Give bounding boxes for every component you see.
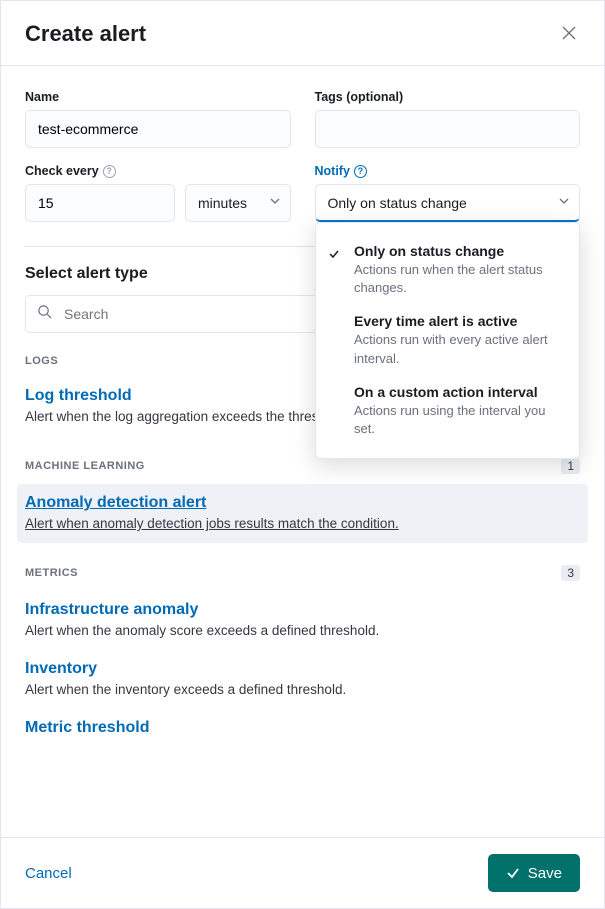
notify-value: Only on status change [328,195,467,211]
alert-group-label: MACHINE LEARNING [25,460,145,472]
modal-header: Create alert [1,1,604,66]
alert-type-item[interactable]: Metric threshold [25,709,580,753]
modal-footer: Cancel Save [1,837,604,908]
close-button[interactable] [558,22,580,47]
name-input[interactable] [25,110,291,148]
save-button-label: Save [528,865,562,882]
check-every-group: Check every ? minutes [25,164,291,222]
tags-input[interactable] [315,110,581,148]
notify-option[interactable]: Only on status change Actions run when th… [316,235,579,305]
name-label: Name [25,90,291,104]
cancel-button[interactable]: Cancel [25,865,72,882]
notify-dropdown: Only on status change Actions run when th… [315,222,580,459]
check-interval-input[interactable] [25,184,175,222]
check-every-text: Check every [25,164,99,178]
check-every-label: Check every ? [25,164,291,178]
notify-option[interactable]: On a custom action interval Actions run u… [316,376,579,446]
help-icon[interactable]: ? [354,165,367,178]
notify-option-title: Every time alert is active [354,313,565,329]
check-icon [506,866,520,880]
notify-option-title: Only on status change [354,243,565,259]
modal-title: Create alert [25,21,146,47]
tags-field-group: Tags (optional) [315,90,581,148]
check-unit-select[interactable]: minutes [185,184,291,222]
check-icon [328,247,340,265]
help-icon[interactable]: ? [103,165,116,178]
alert-item-title: Infrastructure anomaly [25,601,580,619]
alert-item-desc: Alert when the inventory exceeds a defin… [25,682,580,697]
alert-group-label: LOGS [25,355,58,367]
alert-item-title: Metric threshold [25,719,580,737]
alert-item-title: Inventory [25,660,580,678]
name-field-group: Name [25,90,291,148]
notify-select[interactable]: Only on status change Only on status cha… [315,184,581,222]
alert-group-header: METRICS 3 [25,543,580,591]
notify-label[interactable]: Notify ? [315,164,581,178]
alert-item-title: Anomaly detection alert [25,494,580,512]
notify-label-text: Notify [315,164,350,178]
search-icon [37,304,52,324]
check-unit-value: minutes [198,195,247,211]
notify-option[interactable]: Every time alert is active Actions run wi… [316,305,579,375]
modal-body: Name Tags (optional) Check every ? minut… [1,66,604,837]
tags-label: Tags (optional) [315,90,581,104]
alert-group-label: METRICS [25,567,78,579]
close-icon [562,26,576,40]
alert-type-item[interactable]: Inventory Alert when the inventory exceed… [25,650,580,709]
alert-type-item[interactable]: Anomaly detection alert Alert when anomal… [17,484,588,543]
alert-item-desc: Alert when anomaly detection jobs result… [25,516,580,531]
notify-option-desc: Actions run using the interval you set. [354,402,565,438]
alert-type-item[interactable]: Infrastructure anomaly Alert when the ano… [25,591,580,650]
save-button[interactable]: Save [488,854,580,892]
alert-group-count: 1 [561,458,580,474]
notify-group: Notify ? Only on status change Only on s… [315,164,581,222]
create-alert-modal: Create alert Name Tags (optional) Check … [0,0,605,909]
alert-group-count: 3 [561,565,580,581]
alert-item-desc: Alert when the anomaly score exceeds a d… [25,623,580,638]
notify-option-title: On a custom action interval [354,384,565,400]
notify-option-desc: Actions run when the alert status change… [354,261,565,297]
notify-option-desc: Actions run with every active alert inte… [354,331,565,367]
